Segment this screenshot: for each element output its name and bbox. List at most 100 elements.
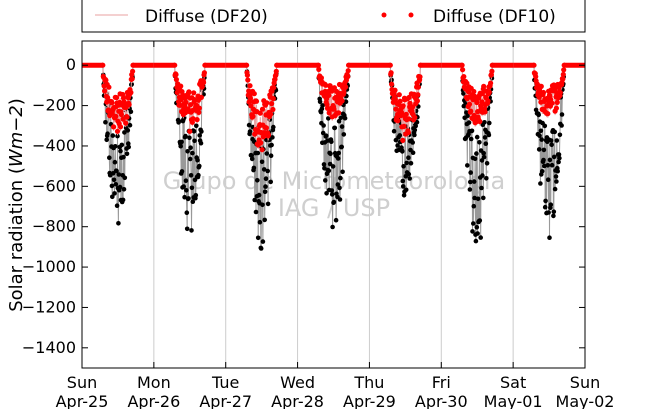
legend-box [81,0,586,33]
global-point [330,164,336,169]
global-point [105,131,110,136]
global-point [116,221,121,226]
global-point [551,209,557,214]
global-point [397,133,403,138]
df10-point [274,62,280,68]
df10-point [389,81,395,87]
df10-point [104,99,110,105]
global-point [192,138,197,144]
df10-point [392,87,398,93]
global-point [342,115,348,121]
global-point [551,213,556,219]
df10-point [345,68,351,74]
df10-point [489,68,495,74]
global-point [414,119,420,125]
global-point [184,226,190,232]
global-point [391,128,397,134]
global-point [554,138,560,143]
global-point [539,169,545,174]
global-point [339,144,345,150]
df10-point [401,123,407,129]
global-point [251,165,257,171]
df10-point [396,92,402,98]
global-point [317,99,323,104]
global-point [547,157,553,163]
df10-point [194,117,200,123]
df10-point [263,125,269,131]
global-point [187,156,193,162]
global-point [465,113,471,119]
df10-point [560,71,566,78]
global-point [557,132,563,138]
data-marks [82,62,585,251]
global-point [257,219,263,225]
df10-point [114,95,120,101]
global-point [469,128,475,134]
global-point [114,168,119,174]
global-point [258,246,264,251]
df10-point [345,74,351,80]
global-point [330,224,335,230]
global-point [264,151,270,156]
global-point [541,147,547,153]
df10-point [397,98,403,104]
global-point [255,150,261,156]
global-point [406,171,412,177]
global-point [121,187,127,192]
global-point [116,172,122,177]
df10-point [323,82,329,88]
global-point [468,136,474,142]
global-point [338,115,344,121]
df10-point [111,124,117,130]
df10-point [103,77,109,83]
global-point [410,150,416,155]
global-point [323,178,328,183]
df10-point [245,77,251,83]
global-point [176,118,182,124]
global-point [112,191,117,196]
global-point [335,156,341,161]
df10-point [187,128,193,134]
global-point [265,168,271,174]
df10-point [129,76,135,82]
global-point [538,128,544,134]
global-point [481,150,487,156]
global-point [260,202,265,208]
global-point [193,193,199,198]
global-point [115,133,120,139]
df10-point [244,72,250,78]
global-point [336,150,342,156]
global-point [486,132,492,138]
df10-point [271,85,277,91]
df10-point [102,88,108,94]
df10-point [405,129,411,136]
global-point [189,185,195,191]
df10-point [173,72,179,78]
global-point [197,133,202,138]
global-point [401,193,407,198]
df10-point [549,100,555,106]
global-point [199,129,204,134]
global-point [335,182,341,187]
df10-point [270,106,276,113]
global-point [536,112,541,118]
df10-point [196,109,202,115]
df10-point [173,76,179,83]
df10-point [553,105,560,111]
x-tick-label-day: Wed [280,373,315,392]
global-point [461,91,466,96]
global-point [329,192,335,197]
global-point [181,184,186,189]
df10-point [117,124,124,130]
global-point [184,210,190,215]
global-point [324,191,329,196]
global-point [104,137,109,143]
global-point [467,187,473,192]
df10-point [123,120,129,126]
global-point [333,217,339,223]
global-point [477,218,483,223]
global-point [468,170,474,175]
df10-point [326,110,332,116]
global-point [410,140,416,145]
